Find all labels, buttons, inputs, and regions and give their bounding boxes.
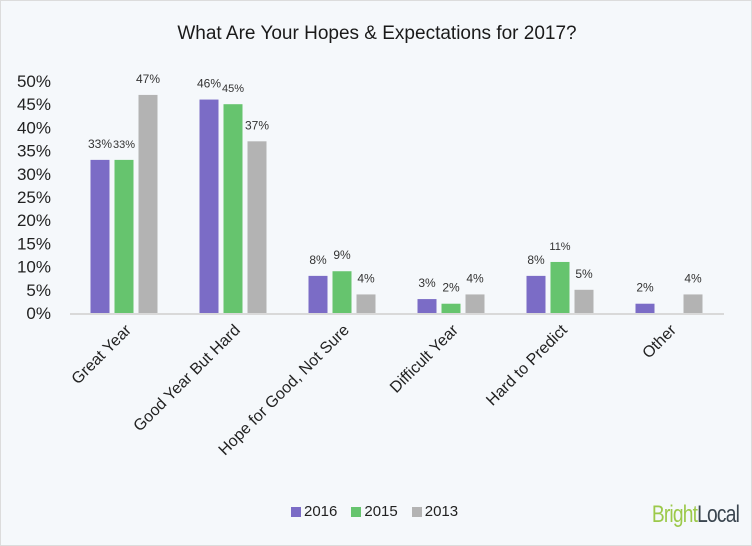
bar-2013 <box>465 294 485 313</box>
y-tick-label: 25% <box>17 188 51 207</box>
bar-2015 <box>441 303 461 313</box>
data-label: 2% <box>442 281 460 295</box>
data-label: 37% <box>245 118 269 132</box>
x-tick-label: Difficult Year <box>387 321 462 396</box>
legend-label: 2015 <box>364 503 398 520</box>
bar-2013 <box>138 94 158 313</box>
legend-item: 2016 <box>291 503 337 520</box>
y-tick-label: 35% <box>17 142 51 161</box>
legend-label: 2013 <box>424 503 459 520</box>
y-tick-label: 50% <box>17 72 51 91</box>
legend-label: 2016 <box>304 503 338 520</box>
y-tick-label: 30% <box>17 165 51 184</box>
x-tick-label: Hope for Good, Not Sure <box>216 322 353 459</box>
legend-swatch <box>411 506 422 517</box>
legend-swatch <box>291 506 301 517</box>
y-tick-label: 15% <box>17 234 51 253</box>
logo-part-1: Bright <box>651 501 698 528</box>
bar-2013 <box>247 141 267 313</box>
x-tick-label: Hard to Predict <box>483 321 571 409</box>
data-label: 2% <box>636 281 654 295</box>
bar-2015 <box>223 104 243 313</box>
legend-item: 2013 <box>411 503 459 520</box>
bar-2016 <box>526 275 546 313</box>
data-label: 4% <box>357 271 375 285</box>
bar-2016 <box>199 99 219 313</box>
data-label: 8% <box>527 253 545 267</box>
y-tick-label: 10% <box>17 258 51 277</box>
data-label: 9% <box>333 248 351 262</box>
x-tick-label: Good Year But Hard <box>131 322 244 435</box>
y-tick-label: 45% <box>17 95 51 114</box>
data-label: 4% <box>466 271 484 285</box>
legend-swatch <box>351 506 362 517</box>
legend-item: 2015 <box>351 503 398 520</box>
bar-2016 <box>90 159 110 313</box>
data-label: 47% <box>136 72 160 86</box>
bar-2013 <box>574 289 594 313</box>
bar-2016 <box>308 275 328 313</box>
data-label: 8% <box>309 253 327 267</box>
bar-2015 <box>332 271 352 313</box>
bar-2016 <box>417 299 437 313</box>
bar-2015 <box>550 261 570 313</box>
data-label: 4% <box>684 271 702 285</box>
bar-2013 <box>356 294 376 313</box>
data-label: 33% <box>88 137 112 151</box>
y-tick-label: 20% <box>17 211 51 230</box>
y-tick-label: 40% <box>17 118 51 137</box>
legend: 2016 2015 2013 <box>291 503 458 520</box>
data-label: 46% <box>197 77 221 91</box>
bar-2015 <box>114 159 134 313</box>
data-label: 33% <box>113 139 135 151</box>
data-label: 5% <box>575 267 593 281</box>
data-label: 11% <box>549 241 570 253</box>
chart-title: What Are Your Hopes & Expectations for 2… <box>177 23 577 44</box>
data-label: 3% <box>418 276 436 290</box>
logo-part-2: Local <box>697 501 740 528</box>
brightlocal-logo: BrightLocal <box>651 501 740 529</box>
data-label: 45% <box>222 83 244 95</box>
bar-2013 <box>683 294 703 313</box>
bar-2016 <box>635 303 655 313</box>
y-tick-label: 0% <box>26 304 51 323</box>
x-tick-label: Great Year <box>69 321 136 388</box>
x-tick-label: Other <box>640 321 681 362</box>
y-tick-label: 5% <box>26 281 51 300</box>
